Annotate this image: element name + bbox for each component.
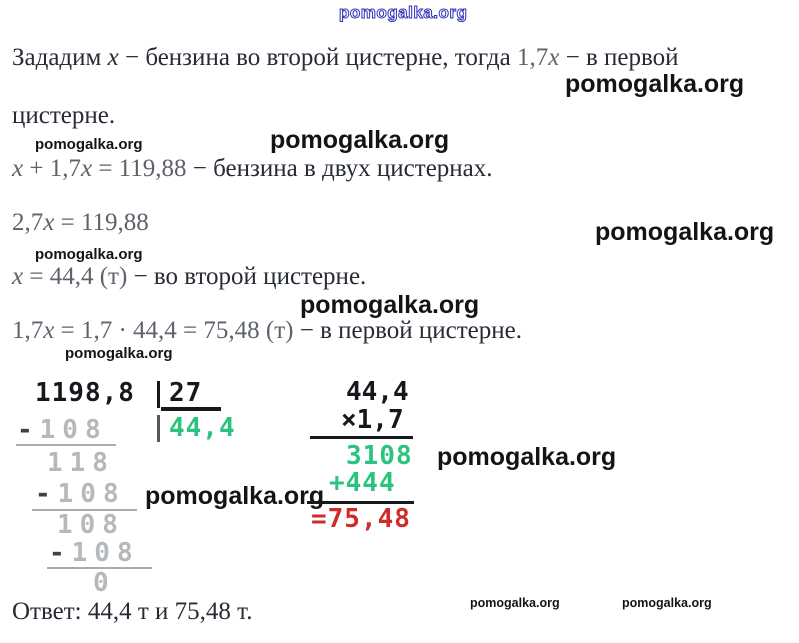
text-segment: − бензина во второй цистерне, тогда — [118, 44, 517, 71]
division-subtract-row-1: -108 — [17, 417, 108, 443]
text-segment: = 119,88 — [54, 209, 149, 236]
text-segment: 1,7 — [516, 44, 549, 71]
text-segment: x — [43, 317, 55, 344]
multiplication-result: =75,48 — [311, 504, 411, 534]
watermark-left-small-2: pomogalka.org — [35, 246, 143, 263]
division-divisor-rule — [161, 407, 221, 411]
multiplication-rule-2 — [307, 501, 414, 504]
division-underline-3 — [47, 567, 152, 569]
subtract-digits: 108 — [39, 415, 108, 445]
text-segment: − в первой — [559, 44, 679, 71]
division-underline-2 — [32, 509, 137, 511]
watermark-right-mid: pomogalka.org — [595, 218, 775, 246]
subtract-digits: 108 — [57, 479, 126, 509]
solution-line-6: 1,7x = 1,7 · 44,4 = 75,48 (т) − в первой… — [12, 316, 522, 346]
multiplication-multiplicand: 44,4 — [346, 377, 409, 407]
text-segment: x — [80, 155, 93, 182]
text-segment: − во второй цистерне. — [133, 263, 367, 290]
watermark-right-upper: pomogalka.org — [565, 70, 745, 98]
text-segment: − бензина в двух цистернах. — [192, 155, 493, 182]
division-subtract-row-3: -108 — [49, 540, 140, 566]
minus-sign: - — [17, 415, 40, 445]
text-segment: x — [107, 44, 119, 71]
text-segment: 2,7 — [12, 209, 44, 236]
text-segment: 1,7 — [12, 317, 44, 344]
solution-line-4: 2,7x = 119,88 — [12, 208, 149, 238]
text-segment: + 1,7 — [23, 155, 81, 182]
text-segment: Зададим — [12, 44, 108, 71]
watermark-center-2: pomogalka.org — [300, 291, 480, 319]
watermark-center-1: pomogalka.org — [270, 126, 450, 154]
watermark-top-center: pomogalka.org — [338, 3, 468, 22]
text-segment: x — [12, 155, 24, 182]
watermark-left-lower: pomogalka.org — [145, 482, 325, 510]
division-remainder-row-1: 118 — [47, 448, 115, 478]
solution-line-2: цистерне. — [12, 101, 115, 131]
watermark-bottom-2: pomogalka.org — [622, 596, 712, 610]
text-segment: x — [12, 263, 24, 290]
solution-line-1: Зададим x − бензина во второй цистерне, … — [12, 43, 678, 73]
text-segment: − в первой цистерне. — [299, 317, 522, 344]
text-segment: x — [43, 209, 55, 236]
text-segment: Ответ: 44,4 т и 75,48 т. — [12, 598, 253, 625]
minus-sign: - — [49, 538, 72, 568]
minus-sign: - — [35, 479, 58, 509]
multiplication-operator-row: ×1,7 — [341, 405, 404, 435]
division-quotient: 44,4 — [169, 413, 236, 443]
watermark-left-small-1: pomogalka.org — [35, 136, 143, 153]
multiplication-partial-2: +444 — [329, 468, 396, 498]
division-underline-1 — [16, 444, 116, 446]
watermark-left-small-3: pomogalka.org — [65, 345, 173, 362]
text-segment: = 1,7 · 44,4 = 75,48 (т) — [54, 317, 300, 344]
answer-line: Ответ: 44,4 т и 75,48 т. — [12, 597, 252, 627]
multiplication-partial-1: 3108 — [346, 441, 413, 471]
multiplication-rule-1 — [310, 436, 413, 439]
solution-line-5: x = 44,4 (т) − во второй цистерне. — [12, 262, 366, 292]
text-segment: = 119,88 — [92, 155, 193, 182]
text-segment: = 44,4 (т) — [23, 263, 134, 290]
division-remainder-row-3: 0 — [93, 568, 116, 598]
division-dividend: 1198,8 — [35, 378, 135, 408]
watermark-right-lower: pomogalka.org — [437, 443, 617, 471]
division-divisor: 27 — [169, 378, 203, 408]
text-segment: x — [548, 44, 560, 71]
division-remainder-row-2: 108 — [57, 510, 125, 540]
division-bracket-bar — [157, 381, 160, 408]
text-segment: цистерне. — [12, 102, 116, 129]
division-quotient-bar — [157, 415, 160, 442]
subtract-digits: 108 — [71, 538, 140, 568]
division-subtract-row-2: -108 — [35, 481, 126, 507]
solution-line-3: x + 1,7x = 119,88 − бензина в двух цисте… — [12, 154, 493, 184]
watermark-bottom-1: pomogalka.org — [470, 596, 560, 610]
